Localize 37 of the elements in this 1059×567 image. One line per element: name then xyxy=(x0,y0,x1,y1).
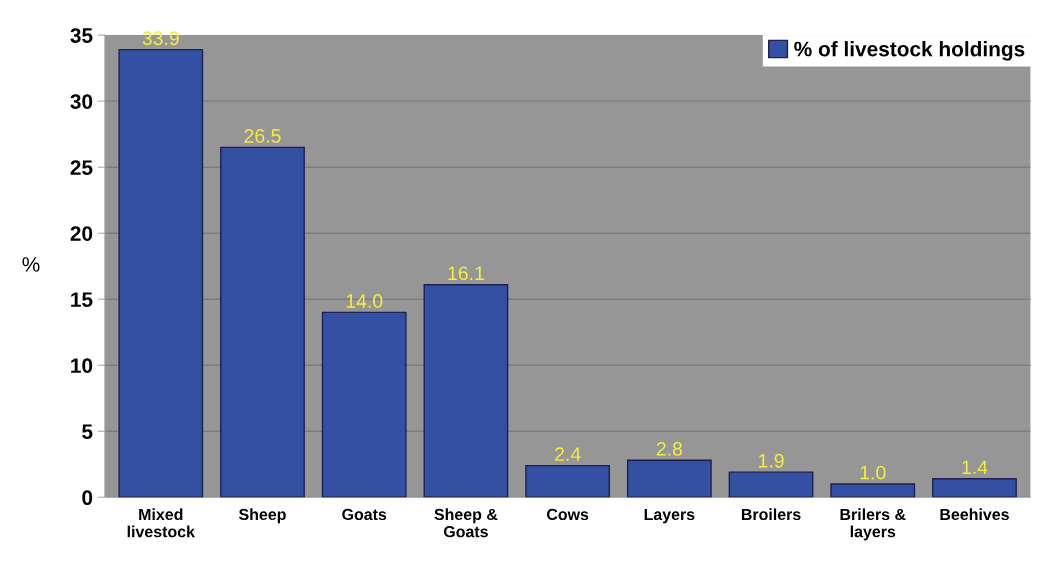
y-tick-label: 20 xyxy=(70,226,93,241)
data-label: 16.1 xyxy=(448,266,484,281)
y-tick-label: 30 xyxy=(70,94,93,109)
x-tick-label: Layers xyxy=(644,508,695,524)
y-tick-label: 15 xyxy=(71,292,93,307)
y-tick-label: 5 xyxy=(82,424,93,439)
data-label: 2.8 xyxy=(656,441,683,456)
x-tick-label: Brilers & layers xyxy=(840,508,906,541)
y-tick-label: 0 xyxy=(82,490,93,506)
bar xyxy=(932,478,1017,498)
x-tick-label: Sheep xyxy=(238,508,286,524)
bar xyxy=(118,48,204,498)
y-tick-label: 25 xyxy=(70,160,93,175)
x-tick-label: Cows xyxy=(546,508,589,521)
data-label: 14.0 xyxy=(346,294,383,308)
data-label: 33.9 xyxy=(142,31,179,46)
bar xyxy=(220,146,305,498)
y-axis-title: % xyxy=(22,257,40,272)
bar xyxy=(830,483,916,498)
bar xyxy=(423,283,509,498)
bar xyxy=(321,311,407,498)
y-tick-label: 35 xyxy=(70,28,93,43)
data-label: 1.9 xyxy=(759,453,784,468)
x-tick-label: Broilers xyxy=(741,508,801,521)
y-tick-label: 10 xyxy=(71,358,93,373)
x-tick-label: Goats xyxy=(342,508,387,521)
data-label: 26.5 xyxy=(244,129,281,143)
x-tick-label: Beehives xyxy=(940,508,1009,521)
bar xyxy=(728,471,814,498)
bar xyxy=(626,459,712,498)
data-label: 1.4 xyxy=(962,460,988,475)
data-label: 2.4 xyxy=(555,447,581,461)
legend-label: % of livestock holdings xyxy=(794,41,1025,61)
bar xyxy=(525,464,611,498)
x-tick-label: Mixed livestock xyxy=(127,508,195,538)
x-tick-label: Sheep & Goats xyxy=(434,508,498,538)
data-label: 1.0 xyxy=(860,465,886,480)
